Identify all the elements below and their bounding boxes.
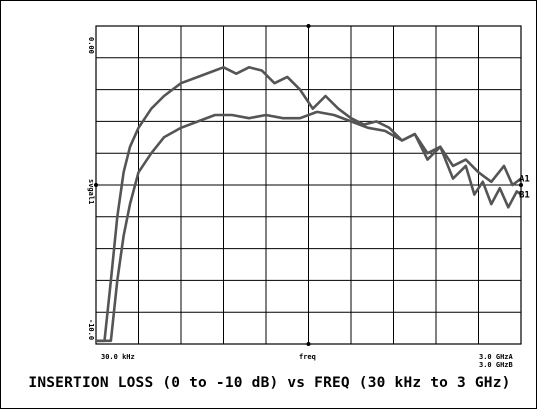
- x-left-label: 30.0 kHz: [101, 353, 135, 361]
- center-marker: [306, 342, 311, 346]
- grid: [94, 24, 523, 346]
- x-right-label-2: 3.0 GHzB: [479, 361, 513, 369]
- x-right-label: 3.0 GHzA: [479, 353, 514, 361]
- chart-title: INSERTION LOSS (0 to -10 dB) vs FREQ (30…: [28, 375, 511, 391]
- axis-labels: 0.00 svgal1 -10.0 30.0 kHz freq 3.0 GHzA…: [87, 37, 514, 369]
- series-label-a1: A1: [519, 175, 530, 185]
- x-mid-label: freq: [299, 353, 316, 361]
- y-top-label: 0.00: [87, 37, 95, 54]
- series-line-a1: [96, 66, 522, 343]
- center-marker: [519, 183, 523, 187]
- series-label-b1: B1: [519, 191, 530, 201]
- series-group: A1 B1: [96, 66, 530, 343]
- y-bottom-label: -10.0: [87, 319, 95, 340]
- center-marker: [306, 24, 311, 28]
- series-line-b1: [96, 110, 522, 343]
- center-marker: [94, 183, 98, 187]
- y-mid-label: svgal1: [87, 179, 95, 204]
